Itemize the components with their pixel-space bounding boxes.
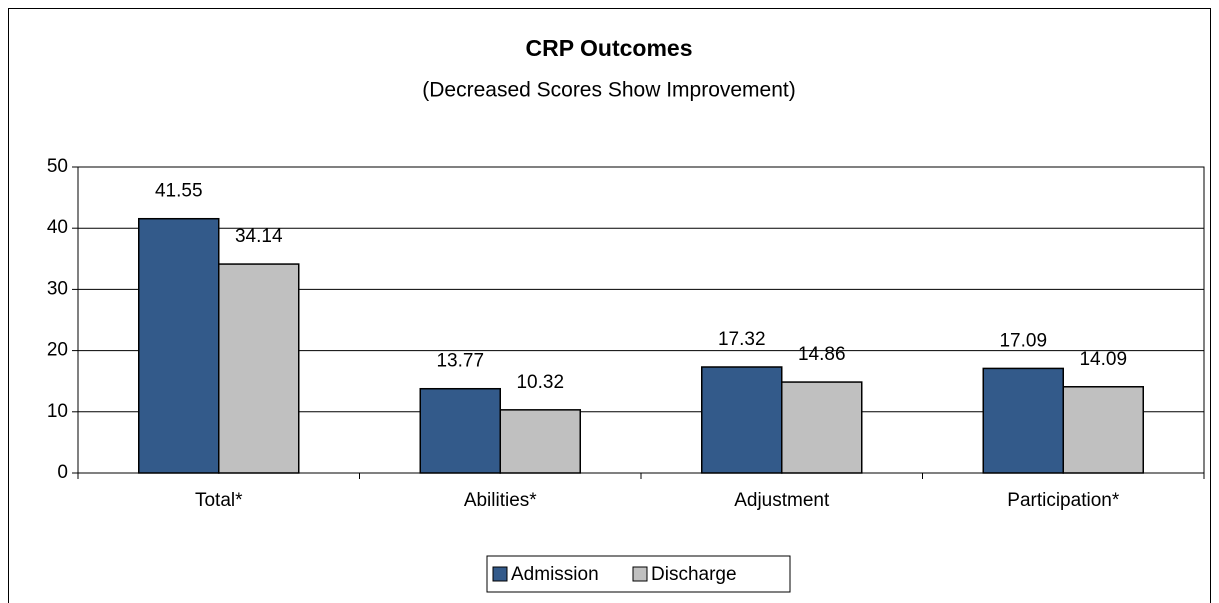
chart-title: CRP Outcomes — [525, 35, 692, 61]
bar — [138, 217, 220, 474]
y-tick-label: 40 — [47, 217, 68, 238]
bar — [701, 366, 783, 474]
y-tick-label: 20 — [47, 340, 68, 361]
bar — [781, 381, 863, 474]
y-tick-label: 10 — [47, 401, 68, 422]
data-label: 13.77 — [436, 351, 484, 372]
bar — [218, 263, 300, 474]
data-label: 14.09 — [1079, 349, 1127, 370]
y-tick-label: 30 — [47, 278, 68, 299]
bar — [982, 367, 1064, 474]
bar — [419, 387, 501, 474]
x-tick-label: Participation* — [1007, 490, 1120, 511]
data-label: 14.86 — [798, 344, 846, 365]
legend-swatch — [632, 566, 648, 582]
chart-subtitle: (Decreased Scores Show Improvement) — [422, 79, 795, 102]
data-label: 17.32 — [718, 329, 766, 350]
x-tick-label: Total* — [195, 490, 243, 511]
legend-label: Admission — [511, 564, 599, 585]
legend-swatch — [492, 566, 508, 582]
data-label: 41.55 — [155, 181, 203, 202]
y-tick-label: 50 — [47, 156, 68, 177]
data-label: 17.09 — [999, 330, 1047, 351]
y-tick-label: 0 — [57, 462, 68, 483]
x-tick-label: Abilities* — [464, 490, 537, 511]
data-label: 34.14 — [235, 226, 283, 247]
data-label: 10.32 — [516, 372, 564, 393]
legend-label: Discharge — [651, 564, 737, 585]
bar — [499, 409, 581, 474]
x-tick-label: Adjustment — [734, 490, 830, 511]
bar — [1062, 386, 1144, 474]
